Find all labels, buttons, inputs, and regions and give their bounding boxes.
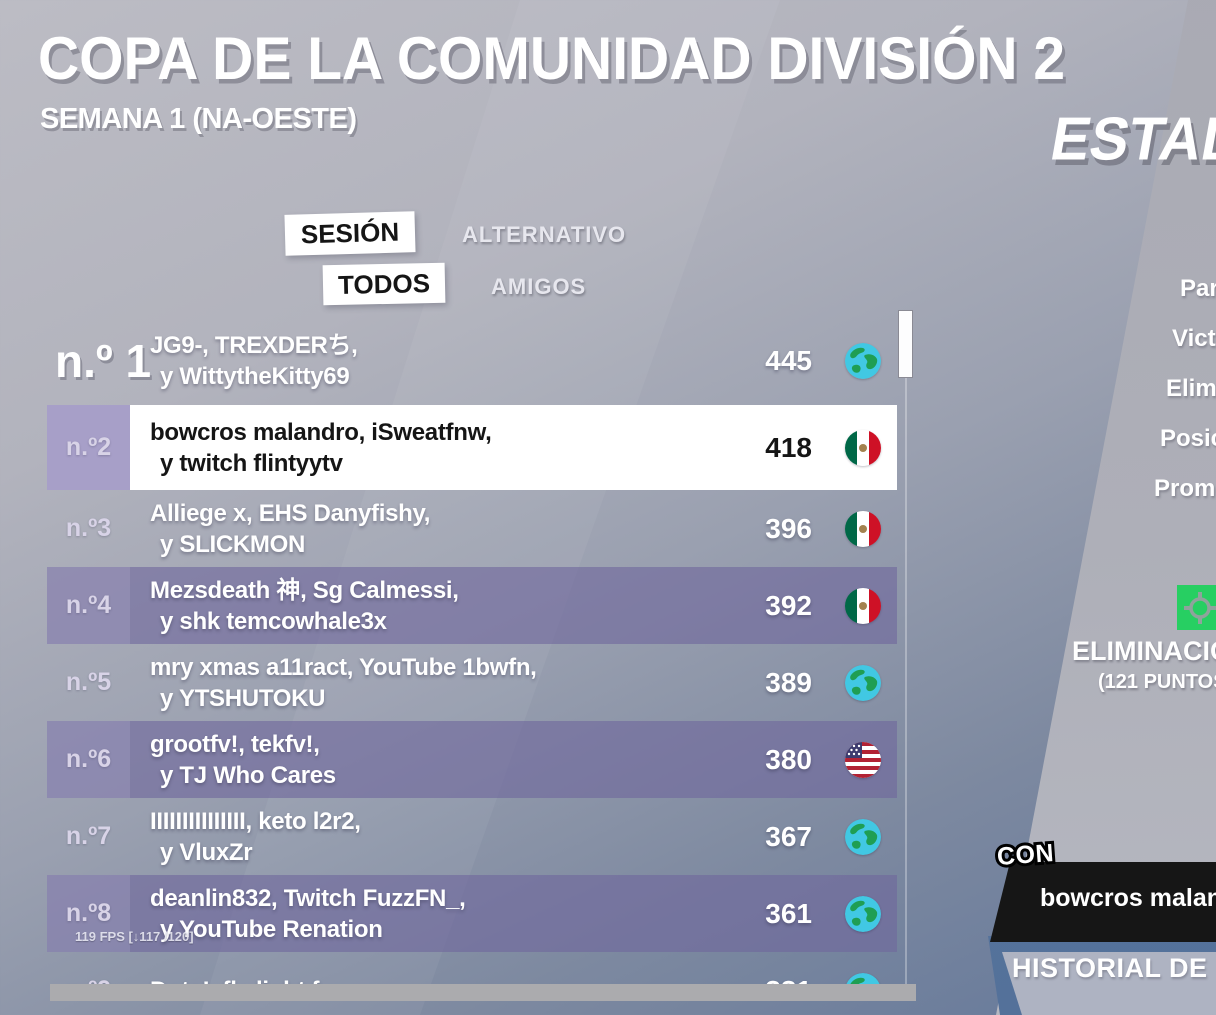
stat-label-matches: Partidas xyxy=(1180,275,1216,302)
team-names-line1: JG9-, TREXDERち, xyxy=(150,331,358,359)
highlight-stat-label: ELIMINACIONES xyxy=(1072,636,1216,666)
score-value: 389 xyxy=(765,666,812,698)
page-title: COPA DE LA COMUNIDAD DIVISIÓN 2 xyxy=(38,25,1066,93)
stat-label-placement: Posición xyxy=(1160,425,1216,452)
page-subtitle: SEMANA 1 (NA-OESTE) xyxy=(40,103,357,135)
rank-label: n.º8 xyxy=(47,875,130,952)
leaderboard-row-4[interactable]: n.º4 Mezsdeath 神, Sg Calmessi, y shk temc… xyxy=(47,567,897,644)
team-names-line1: mry xmas a11ract, YouTube 1bwfn, xyxy=(150,653,537,681)
score-value: 331 xyxy=(732,952,812,985)
team-names-line1: IIIIIIIIIIIIIII, keto l2r2, xyxy=(150,807,361,835)
crosshair-icon xyxy=(1177,585,1216,630)
match-history-title: HISTORIAL DE PARTIDAS xyxy=(1012,953,1216,983)
team-names-line1: Dots!, fls light fv, xyxy=(150,975,732,984)
highlight-stat-points: (121 PUNTOS) xyxy=(1098,671,1216,693)
tab-session[interactable]: SESIÓN xyxy=(284,211,416,256)
globe-icon xyxy=(845,342,881,379)
rank-label: n.º5 xyxy=(65,668,112,696)
team-names-line1: deanlin832, Twitch FuzzFN_, xyxy=(150,884,466,912)
team-names-line1: bowcros malandro, iSweatfnw, xyxy=(150,418,492,446)
player-banner-name: bowcros malandro xyxy=(1040,884,1216,912)
rank-label: n.º3 xyxy=(65,514,112,542)
score-value: 392 xyxy=(765,589,812,621)
team-names-line2: y YTSHUTOKU xyxy=(160,684,326,712)
team-names-line1: grootfv!, tekfv!, xyxy=(150,730,320,758)
team-names-line1: Mezsdeath 神, Sg Calmessi, xyxy=(150,576,459,604)
region-flag-icon xyxy=(845,405,881,490)
leaderboard-row-6[interactable]: n.º6 grootfv!, tekfv!, y TJ Who Cares 380 xyxy=(47,721,897,798)
scrollbar-thumb[interactable] xyxy=(898,310,913,378)
rank-label: n.º2 xyxy=(47,405,130,490)
globe-icon xyxy=(845,972,881,984)
mexico-flag-icon xyxy=(845,510,881,547)
rank-label: n.º 1 xyxy=(55,334,152,387)
player-banner-prefix: CON xyxy=(993,836,1058,874)
team-names-line2: y VluxZr xyxy=(160,838,253,866)
mexico-flag-icon xyxy=(845,429,881,466)
leaderboard: n.º 1 JG9-, TREXDERち, y WittytheKitty69 4… xyxy=(47,316,897,984)
region-flag-icon xyxy=(845,316,881,405)
tab-friends[interactable]: AMIGOS xyxy=(491,274,587,299)
region-flag-icon xyxy=(845,644,881,721)
globe-icon xyxy=(845,664,881,701)
score-value: 361 xyxy=(765,897,812,929)
leaderboard-row-9[interactable]: n.º9 Dots!, fls light fv, 331 xyxy=(47,952,897,984)
leaderboard-row-1[interactable]: n.º 1 JG9-, TREXDERち, y WittytheKitty69 4… xyxy=(47,316,897,405)
score-value: 380 xyxy=(765,743,812,775)
team-names-line2: y twitch flintyytv xyxy=(160,449,343,477)
globe-icon xyxy=(845,818,881,855)
score-value: 418 xyxy=(765,431,812,463)
leaderboard-row-8[interactable]: n.º8 deanlin832, Twitch FuzzFN_,y YouTub… xyxy=(47,875,897,952)
fps-counter: 119 FPS [↓117 /120] xyxy=(75,929,194,944)
horizontal-scrollbar[interactable] xyxy=(50,984,916,1001)
rank-label: n.º9 xyxy=(47,952,130,984)
rank-label: n.º4 xyxy=(47,567,130,644)
stats-panel-title: ESTADÍSTICAS xyxy=(1045,105,1216,174)
region-flag-icon xyxy=(845,721,881,798)
team-names-line2: y YouTube Renation xyxy=(160,915,383,943)
stat-label-average: Promedio xyxy=(1154,475,1216,502)
team-names-line2: y SLICKMON xyxy=(160,530,306,558)
rank-label: n.º7 xyxy=(65,822,112,850)
leaderboard-row-2[interactable]: n.º2 bowcros malandro, iSweatfnw, y twitc… xyxy=(47,405,897,490)
leaderboard-row-3[interactable]: n.º3 Alliege x, EHS Danyfishy, y SLICKMON… xyxy=(47,490,897,567)
team-names-line2: y TJ Who Cares xyxy=(160,761,336,789)
tab-all[interactable]: TODOS xyxy=(322,262,446,306)
score-value: 445 xyxy=(765,344,812,376)
score-value: 367 xyxy=(765,820,812,852)
tab-alternative[interactable]: ALTERNATIVO xyxy=(462,222,627,247)
region-flag-icon xyxy=(845,875,881,952)
region-flag-icon xyxy=(845,798,881,875)
region-flag-icon xyxy=(845,567,881,644)
leaderboard-row-5[interactable]: n.º5 mry xmas a11ract, YouTube 1bwfn, y Y… xyxy=(47,644,897,721)
rank-label: n.º6 xyxy=(47,721,130,798)
team-names-line2: y WittytheKitty69 xyxy=(160,362,350,390)
stat-label-eliminations: Eliminaciones xyxy=(1166,375,1216,402)
usa-flag-icon xyxy=(845,741,881,778)
region-flag-icon xyxy=(845,490,881,567)
globe-icon xyxy=(845,895,881,932)
mexico-flag-icon xyxy=(845,587,881,624)
scrollbar-track[interactable] xyxy=(905,310,907,986)
team-names-line2: y shk temcowhale3x xyxy=(160,607,387,635)
stat-label-wins: Victorias xyxy=(1172,325,1216,352)
team-names-line1: Alliege x, EHS Danyfishy, xyxy=(150,499,431,527)
score-value: 396 xyxy=(765,512,812,544)
region-flag-icon xyxy=(845,952,881,984)
leaderboard-row-7[interactable]: n.º7 IIIIIIIIIIIIIII, keto l2r2, y VluxZr… xyxy=(47,798,897,875)
